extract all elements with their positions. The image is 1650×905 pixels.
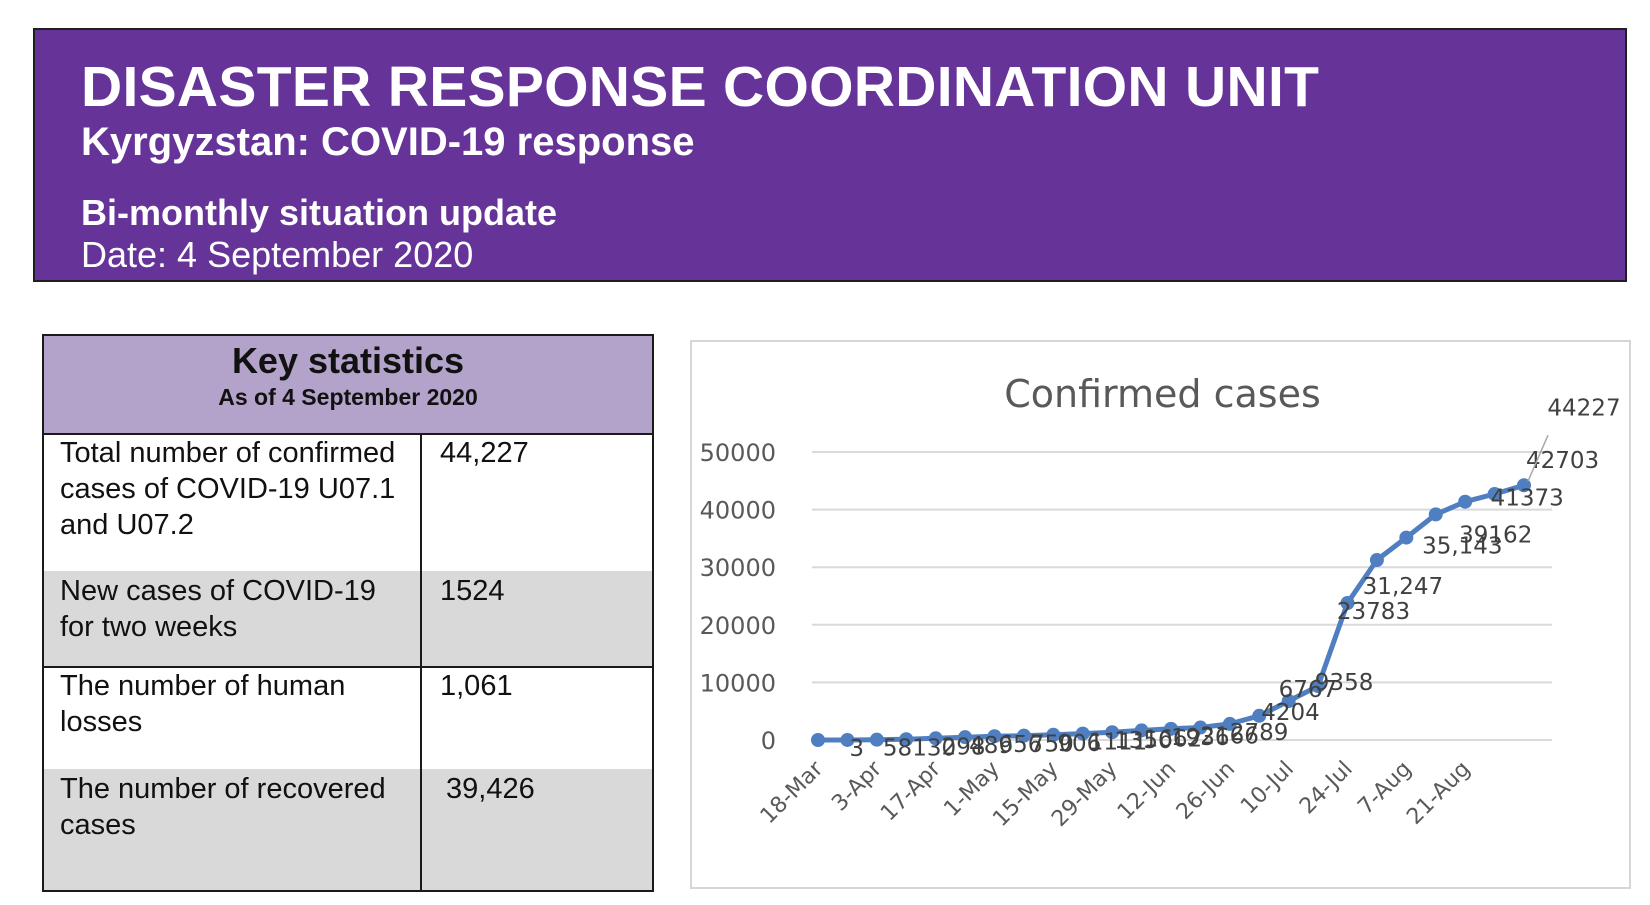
stat-value: 39,426 (446, 773, 535, 805)
header-banner: DISASTER RESPONSE COORDINATION UNIT Kyrg… (33, 28, 1627, 282)
data-label: 2166 (1200, 724, 1259, 750)
data-label: 42703 (1526, 448, 1599, 474)
data-point (1340, 596, 1355, 611)
y-tick-label: 20000 (700, 612, 776, 640)
data-point (1487, 487, 1502, 502)
data-label: 1111 (1089, 730, 1148, 756)
y-tick-label: 10000 (700, 669, 776, 697)
data-point (1369, 553, 1384, 568)
x-tick-label: 24-Jul (1295, 757, 1358, 820)
column-divider (420, 769, 422, 890)
stat-label: Total number of confirmed cases of COVID… (60, 437, 396, 541)
data-label: 23783 (1337, 599, 1410, 625)
y-tick-label: 40000 (700, 497, 776, 525)
data-point (1458, 494, 1473, 509)
key-statistics-as-of: As of 4 September 2020 (218, 384, 478, 410)
table-row: New cases of COVID-19 for two weeks 1524 (44, 571, 652, 668)
stat-value: 44,227 (440, 437, 529, 469)
data-label: 130 (912, 735, 956, 761)
data-label: 489 (969, 733, 1013, 759)
data-label: 35,143 (1422, 534, 1502, 560)
data-label: 656 (999, 732, 1043, 758)
data-label: 9358 (1315, 670, 1374, 696)
table-row: Total number of confirmed cases of COVID… (44, 433, 652, 573)
data-label: 1936 (1171, 725, 1230, 751)
data-label: 44227 (1547, 395, 1620, 421)
data-label: 2789 (1230, 720, 1289, 746)
stat-label: The number of human losses (60, 670, 346, 738)
label-leader-line (1527, 434, 1549, 482)
x-tick-label: 17-Apr (876, 756, 946, 826)
data-point (1311, 679, 1326, 694)
data-point (1428, 507, 1443, 522)
data-point (1105, 725, 1120, 740)
x-tick-label: 18-Mar (756, 756, 829, 829)
x-tick-label: 10-Jul (1236, 757, 1299, 820)
data-point (1399, 530, 1414, 545)
data-label: 1662 (1144, 726, 1203, 752)
data-label: 41373 (1491, 486, 1564, 512)
key-statistics-title: Key statistics (231, 340, 465, 381)
data-point (811, 733, 825, 747)
data-label: 6767 (1279, 677, 1338, 703)
stat-label: The number of recovered cases (60, 773, 386, 841)
stat-value: 1,061 (440, 670, 513, 702)
confirmed-cases-chart: Confirmed cases 0 10000 20000 30000 40000 500… (690, 340, 1631, 889)
data-point (1075, 726, 1090, 741)
stat-label: New cases of COVID-19 for two weeks (60, 575, 376, 643)
key-statistics-header: Key statistics As of 4 September 2020 (44, 336, 652, 435)
data-point (1517, 478, 1531, 493)
data-label: 298 (942, 734, 986, 760)
data-point (1193, 720, 1208, 735)
chart-title: Confirmed cases (1004, 372, 1321, 416)
data-point (869, 732, 884, 747)
x-tick-label: 12-Jun (1113, 757, 1181, 825)
data-point (987, 729, 1002, 744)
x-tick-label: 26-Jun (1172, 757, 1240, 825)
table-row: The number of human losses 1,061 (44, 666, 652, 771)
data-point (1016, 728, 1031, 743)
data-point (1046, 727, 1061, 742)
data-label: 906 (1057, 731, 1101, 757)
y-tick-label: 0 (761, 727, 776, 755)
data-point (1252, 708, 1267, 723)
column-divider (420, 433, 422, 571)
column-divider (420, 571, 422, 666)
data-label: 31,247 (1363, 574, 1443, 600)
data-point (1281, 694, 1296, 709)
column-divider (420, 666, 422, 769)
header-subtitle: Kyrgyzstan: COVID-19 response (81, 120, 695, 164)
report-date: Date: 4 September 2020 (81, 234, 474, 275)
data-label: 39162 (1459, 522, 1532, 548)
table-row: The number of recovered cases 39,426 (44, 769, 652, 890)
data-point (1222, 716, 1237, 731)
data-point (1134, 723, 1149, 738)
x-tick-label: 21-Aug (1402, 757, 1475, 830)
data-label: 3 (849, 736, 864, 762)
report-type: Bi-monthly situation update (81, 192, 557, 233)
y-tick-label: 30000 (700, 554, 776, 582)
data-point (840, 732, 855, 747)
x-tick-label: 29-May (1047, 757, 1122, 832)
data-label: 1350 (1114, 728, 1173, 754)
stat-value: 1524 (440, 575, 505, 607)
data-point (1164, 721, 1178, 736)
data-label: 58 (883, 736, 912, 762)
data-point (928, 731, 943, 746)
key-statistics-table: Key statistics As of 4 September 2020 To… (42, 334, 654, 892)
data-point (899, 732, 914, 747)
data-label: 4204 (1261, 700, 1320, 726)
y-tick-label: 50000 (700, 439, 776, 467)
header-title: DISASTER RESPONSE COORDINATION UNIT (81, 55, 1320, 119)
data-label: 750 (1030, 732, 1074, 758)
data-point (958, 730, 973, 745)
series-line (818, 482, 1525, 743)
